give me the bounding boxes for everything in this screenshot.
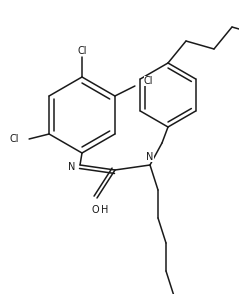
Text: O: O [91,205,99,215]
Text: Cl: Cl [10,134,19,144]
Text: N: N [146,152,154,162]
Text: Cl: Cl [144,76,153,86]
Text: Cl: Cl [77,46,87,56]
Text: H: H [101,205,109,215]
Text: N: N [68,162,76,172]
